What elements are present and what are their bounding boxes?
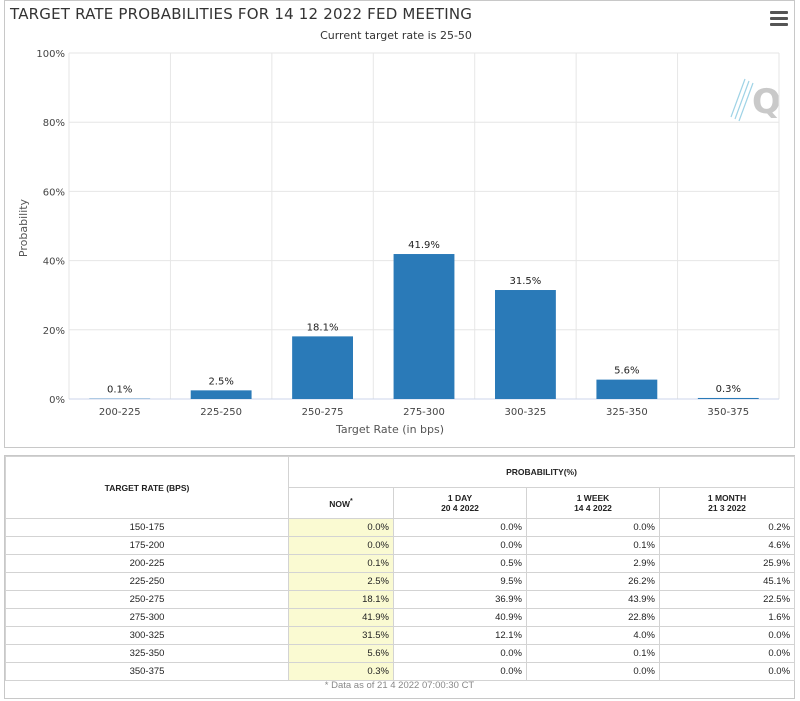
x-tick-label: 325-350 xyxy=(606,407,648,418)
bar-data-label: 18.1% xyxy=(307,322,339,333)
1-month-cell: 0.0% xyxy=(658,626,796,645)
y-tick-label: 0% xyxy=(49,395,65,406)
table-row: 175-200 0.0% 0.0% 0.1% 4.6% xyxy=(5,536,796,555)
now-cell: 0.0% xyxy=(288,536,394,555)
y-tick-label: 20% xyxy=(43,326,65,337)
bar xyxy=(393,254,455,399)
header-1-day: 1 DAY 20 4 2022 xyxy=(393,487,527,519)
now-cell: 0.1% xyxy=(288,554,394,573)
bar-chart: 0% 20% 40% 60% 80% 100% 0.1% 200-225 2.5% 225-250… xyxy=(17,49,780,436)
chart-panel: TARGET RATE PROBABILITIES FOR 14 12 2022… xyxy=(4,0,795,448)
bar-data-label: 0.3% xyxy=(716,384,741,395)
y-tick-label: 80% xyxy=(43,118,65,129)
table-row: 250-275 18.1% 36.9% 43.9% 22.5% xyxy=(5,590,796,609)
table-row: 300-325 31.5% 12.1% 4.0% 0.0% xyxy=(5,626,796,645)
now-cell: 31.5% xyxy=(288,626,394,645)
chart-subtitle: Current target rate is 25-50 xyxy=(320,29,472,42)
bar-data-label: 5.6% xyxy=(614,366,639,377)
x-tick-label: 250-275 xyxy=(302,407,344,418)
bar xyxy=(596,379,658,399)
x-tick-label: 225-250 xyxy=(200,407,242,418)
y-axis-title: Probability xyxy=(17,198,30,257)
1-week-cell: 0.0% xyxy=(526,518,660,537)
1-month-cell: 0.2% xyxy=(658,518,796,537)
1-day-cell: 40.9% xyxy=(393,608,527,627)
table-row: 200-225 0.1% 0.5% 2.9% 25.9% xyxy=(5,554,796,573)
now-cell: 18.1% xyxy=(288,590,394,609)
data-timestamp-footnote: * Data as of 21 4 2022 07:00:30 CT xyxy=(324,680,475,691)
1-week-cell: 0.1% xyxy=(526,536,660,555)
bar-data-label: 2.5% xyxy=(208,376,233,387)
y-tick-label: 40% xyxy=(43,257,65,268)
now-cell: 0.3% xyxy=(288,662,394,681)
bar-data-label: 0.1% xyxy=(107,385,132,396)
1-day-cell: 9.5% xyxy=(393,572,527,591)
rate-cell: 350-375 xyxy=(5,662,289,681)
1-month-cell: 0.0% xyxy=(658,662,796,681)
rate-cell: 275-300 xyxy=(5,608,289,627)
header-target-rate: TARGET RATE (BPS) xyxy=(5,456,289,519)
rate-cell: 175-200 xyxy=(5,536,289,555)
1-week-cell: 22.8% xyxy=(526,608,660,627)
x-tick-label: 350-375 xyxy=(707,407,749,418)
1-week-cell: 43.9% xyxy=(526,590,660,609)
bar xyxy=(495,290,556,399)
1-month-cell: 4.6% xyxy=(658,536,796,555)
1-day-cell: 0.0% xyxy=(393,644,527,663)
bar-data-label: 41.9% xyxy=(408,240,440,251)
1-day-cell: 36.9% xyxy=(393,590,527,609)
1-week-cell: 4.0% xyxy=(526,626,660,645)
bar xyxy=(292,336,353,399)
1-day-cell: 0.0% xyxy=(393,518,527,537)
quikstrike-logo-icon: Q xyxy=(730,78,779,122)
1-day-cell: 0.0% xyxy=(393,662,527,681)
probability-table: TARGET RATE (BPS) PROBABILITY(%) NOW* 1 … xyxy=(5,456,796,681)
hamburger-icon xyxy=(770,11,788,14)
1-day-cell: 0.5% xyxy=(393,554,527,573)
1-week-cell: 0.1% xyxy=(526,644,660,663)
header-1-month: 1 MONTH 21 3 2022 xyxy=(658,487,796,519)
1-day-cell: 12.1% xyxy=(393,626,527,645)
table-row: 350-375 0.3% 0.0% 0.0% 0.0% xyxy=(5,662,796,681)
bar xyxy=(697,397,759,399)
1-month-cell: 0.0% xyxy=(658,644,796,663)
probability-table-panel: TARGET RATE (BPS) PROBABILITY(%) NOW* 1 … xyxy=(4,455,796,699)
header-probability: PROBABILITY(%) xyxy=(287,456,796,488)
rate-cell: 200-225 xyxy=(5,554,289,573)
table-row: 225-250 2.5% 9.5% 26.2% 45.1% xyxy=(5,572,796,591)
now-cell: 41.9% xyxy=(288,608,394,627)
1-week-cell: 2.9% xyxy=(526,554,660,573)
table-row: 325-350 5.6% 0.0% 0.1% 0.0% xyxy=(5,644,796,663)
y-tick-label: 60% xyxy=(43,187,65,198)
rate-cell: 325-350 xyxy=(5,644,289,663)
x-tick-label: 200-225 xyxy=(99,407,141,418)
1-month-cell: 1.6% xyxy=(658,608,796,627)
1-month-cell: 22.5% xyxy=(658,590,796,609)
x-axis-title: Target Rate (in bps) xyxy=(335,423,444,436)
bar-data-label: 31.5% xyxy=(510,276,542,287)
1-month-cell: 45.1% xyxy=(658,572,796,591)
header-now: NOW* xyxy=(288,487,394,519)
1-month-cell: 25.9% xyxy=(658,554,796,573)
1-week-cell: 0.0% xyxy=(526,662,660,681)
header-1-week: 1 WEEK 14 4 2022 xyxy=(526,487,660,519)
now-cell: 0.0% xyxy=(288,518,394,537)
now-cell: 2.5% xyxy=(288,572,394,591)
y-tick-label: 100% xyxy=(36,49,65,60)
bar xyxy=(190,390,252,399)
chart-menu-button[interactable] xyxy=(770,11,788,27)
rate-cell: 300-325 xyxy=(5,626,289,645)
1-week-cell: 26.2% xyxy=(526,572,660,591)
table-row: 275-300 41.9% 40.9% 22.8% 1.6% xyxy=(5,608,796,627)
table-row: 150-175 0.0% 0.0% 0.0% 0.2% xyxy=(5,518,796,537)
x-tick-label: 275-300 xyxy=(403,407,445,418)
rate-cell: 250-275 xyxy=(5,590,289,609)
rate-cell: 150-175 xyxy=(5,518,289,537)
1-day-cell: 0.0% xyxy=(393,536,527,555)
chart-title: TARGET RATE PROBABILITIES FOR 14 12 2022… xyxy=(10,5,473,23)
x-tick-label: 300-325 xyxy=(505,407,547,418)
now-cell: 5.6% xyxy=(288,644,394,663)
svg-text:Q: Q xyxy=(752,82,779,122)
rate-cell: 225-250 xyxy=(5,572,289,591)
